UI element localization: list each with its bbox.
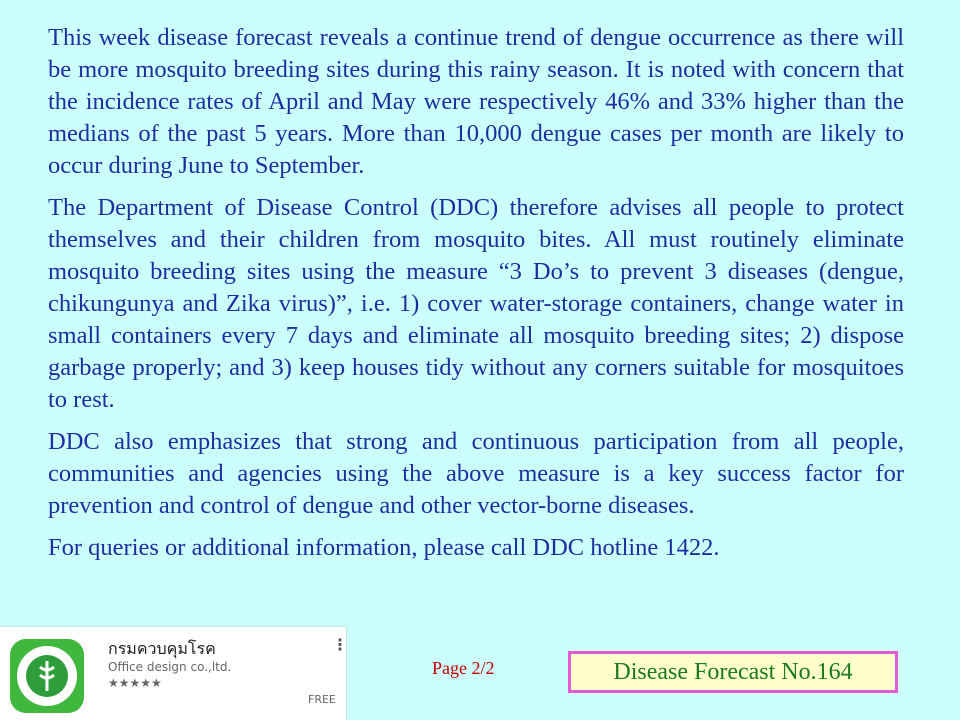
app-developer: Office design co.,ltd. (108, 660, 232, 674)
app-banner[interactable]: กรมควบคุมโรค Office design co.,ltd. ★★★★… (0, 627, 348, 720)
app-name: กรมควบคุมโรค (108, 639, 216, 658)
paragraph-hotline: For queries or additional information, p… (48, 534, 720, 561)
star-rating-icon: ★★★★★ (108, 676, 162, 690)
more-options-icon[interactable]: ⋮ (332, 635, 348, 654)
paragraph-advice: The Department of Disease Control (DDC) … (48, 194, 904, 413)
paragraph-trend: This week disease forecast reveals a con… (48, 24, 904, 179)
paragraph-participation: DDC also emphasizes that strong and cont… (48, 428, 904, 519)
forecast-number-badge: Disease Forecast No.164 (568, 651, 898, 693)
app-price[interactable]: FREE (308, 693, 336, 706)
forecast-text: This week disease forecast reveals a con… (48, 22, 904, 574)
ddc-logo-icon[interactable] (10, 639, 84, 713)
page-number: Page 2/2 (432, 658, 495, 678)
